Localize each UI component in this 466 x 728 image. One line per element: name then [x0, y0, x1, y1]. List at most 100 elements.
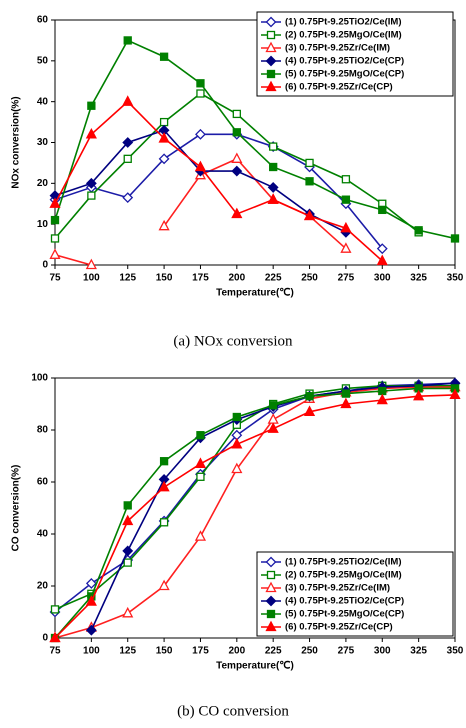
marker	[159, 457, 169, 466]
x-tick-label: 350	[447, 273, 464, 284]
series-line	[55, 129, 347, 234]
marker	[231, 462, 243, 474]
y-tick-label: 0	[42, 633, 48, 644]
marker	[267, 193, 279, 204]
legend-label: (6) 0.75Pt-9.25Zr/Ce(CP)	[285, 82, 393, 93]
marker	[305, 177, 314, 186]
marker	[85, 127, 97, 139]
marker	[376, 243, 388, 255]
y-axis-label: NOx conversion(%)	[11, 96, 22, 188]
series-line	[55, 100, 383, 262]
y-tick-label: 30	[37, 137, 49, 148]
marker	[122, 137, 134, 148]
marker	[376, 254, 388, 266]
marker	[50, 234, 60, 243]
marker	[85, 595, 97, 606]
marker	[269, 162, 278, 172]
series-line	[55, 387, 455, 638]
legend-label: (5) 0.75Pt-9.25MgO/Ce(CP)	[285, 609, 404, 620]
series-line	[55, 39, 455, 240]
marker	[122, 514, 134, 526]
marker	[265, 16, 277, 28]
marker	[158, 132, 170, 143]
marker	[85, 577, 97, 589]
marker	[50, 215, 60, 225]
series-line	[55, 254, 92, 265]
x-tick-label: 325	[410, 273, 427, 284]
marker	[232, 412, 241, 422]
marker	[194, 457, 207, 468]
series-line	[55, 386, 455, 638]
legend-label: (3) 0.75Pt-9.25Zr/Ce(IM)	[285, 43, 390, 54]
marker	[122, 545, 134, 557]
marker	[341, 389, 351, 398]
x-tick-label: 175	[192, 646, 209, 657]
series-line	[55, 133, 383, 250]
x-tick-label: 75	[49, 273, 61, 284]
marker	[49, 631, 61, 643]
x-tick-label: 325	[410, 646, 427, 657]
marker	[232, 128, 241, 137]
marker	[196, 89, 205, 98]
x-tick-label: 200	[228, 273, 245, 284]
marker	[49, 248, 61, 259]
marker	[231, 207, 243, 219]
marker	[158, 579, 170, 591]
marker	[158, 219, 170, 231]
marker	[266, 69, 276, 79]
marker	[196, 79, 205, 88]
marker	[267, 181, 279, 193]
x-tick-label: 250	[301, 273, 318, 284]
caption: (a) NOx conversion	[173, 333, 293, 349]
marker	[265, 55, 277, 67]
marker	[303, 209, 316, 221]
y-tick-label: 40	[37, 96, 49, 107]
y-tick-label: 0	[42, 260, 48, 271]
marker	[196, 472, 205, 481]
x-tick-label: 350	[447, 646, 464, 657]
marker	[50, 605, 60, 614]
marker	[376, 393, 388, 405]
legend-box	[256, 11, 454, 97]
y-tick-label: 100	[31, 373, 48, 384]
legend-label: (4) 0.75Pt-9.25TiO2/Ce(CP)	[285, 56, 404, 67]
marker	[269, 142, 278, 151]
marker	[413, 389, 425, 401]
marker	[341, 175, 351, 184]
y-tick-label: 60	[37, 477, 49, 488]
marker	[266, 609, 276, 619]
x-axis-label: Temperature(℃)	[216, 288, 294, 299]
marker	[123, 501, 132, 510]
marker	[87, 101, 96, 110]
x-tick-label: 75	[49, 646, 61, 657]
marker	[232, 109, 241, 119]
legend-label: (4) 0.75Pt-9.25TiO2/Ce(CP)	[285, 596, 404, 607]
marker	[231, 437, 243, 449]
marker	[266, 30, 276, 40]
marker	[196, 431, 205, 440]
marker	[85, 624, 97, 636]
marker	[269, 401, 278, 410]
marker	[265, 581, 277, 593]
marker	[122, 192, 134, 204]
marker	[265, 80, 277, 92]
x-tick-label: 100	[83, 646, 100, 657]
marker	[122, 606, 134, 618]
series-line	[163, 157, 347, 250]
legend-label: (2) 0.75Pt-9.25MgO/Ce(IM)	[285, 570, 402, 581]
marker	[159, 117, 169, 127]
legend-label: (6) 0.75Pt-9.25Zr/Ce(CP)	[285, 622, 393, 633]
x-tick-label: 175	[192, 273, 209, 284]
marker	[159, 518, 169, 527]
marker	[450, 234, 460, 243]
x-tick-label: 300	[374, 646, 391, 657]
x-tick-label: 150	[156, 273, 173, 284]
y-tick-label: 80	[37, 425, 49, 436]
legend-box	[256, 551, 454, 637]
marker	[85, 177, 97, 189]
x-tick-label: 275	[338, 646, 355, 657]
marker	[194, 160, 207, 172]
x-tick-label: 125	[119, 273, 136, 284]
marker	[123, 36, 132, 45]
